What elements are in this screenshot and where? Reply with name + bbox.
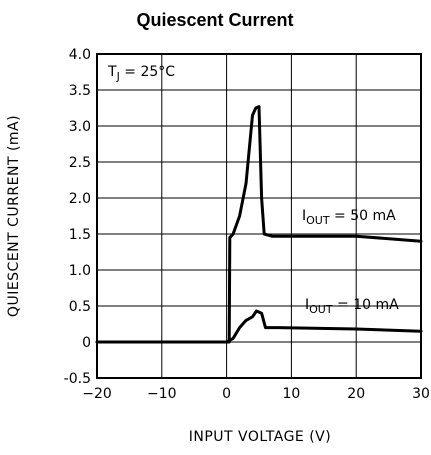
x-tick-label: 20 [347,386,365,402]
y-tick-label: 0.5 [69,299,91,315]
x-tick-label: 0 [222,386,231,402]
x-tick-label: −10 [147,386,177,402]
series-line-iout-10ma [95,309,423,344]
series-label-50ma: IOUT = 50 mA [302,208,396,227]
x-tick-label: 10 [282,386,300,402]
y-tick-label: 0 [82,335,91,351]
annotation-main: T [107,64,117,80]
y-tick-label: 1.0 [69,263,91,279]
x-tick-labels: −20 −10 0 10 20 30 [82,386,430,402]
y-tick-label: 3.5 [69,83,91,99]
x-axis-label: INPUT VOLTAGE (V) [189,429,331,445]
chart-title: Quiescent Current [136,10,293,30]
y-axis-label: QUIESCENT CURRENT (mA) [6,115,22,317]
series-label-10ma-sub: OUT [309,303,333,316]
y-tick-label: -0.5 [64,371,91,387]
series-line-iout-50ma [95,105,423,344]
series-label-50ma-main: I [302,208,306,224]
y-tick-labels: -0.5 0 0.5 1.0 1.5 2.0 2.5 3.0 3.5 4.0 [64,47,91,387]
y-tick-label: 3.0 [69,119,91,135]
annotation-subscript: J [116,70,120,83]
x-tick-label: −20 [82,386,112,402]
series-label-10ma-main: I [305,297,309,313]
y-tick-label: 1.5 [69,227,91,243]
y-tick-label: 2.0 [69,191,91,207]
y-tick-label: 2.5 [69,155,91,171]
annotation-rest: = 25°C [120,64,175,80]
series-label-10ma: IOUT = 10 mA [305,297,399,316]
series-label-50ma-sub: OUT [306,214,330,227]
y-tick-label: 4.0 [69,47,91,63]
series-label-10ma-rest: = 10 mA [333,297,400,313]
series-layer [95,105,423,344]
temperature-annotation: TJ = 25°C [107,64,175,83]
x-tick-label: 30 [412,386,430,402]
series-label-50ma-rest: = 50 mA [330,208,397,224]
plot-frame [96,53,422,379]
